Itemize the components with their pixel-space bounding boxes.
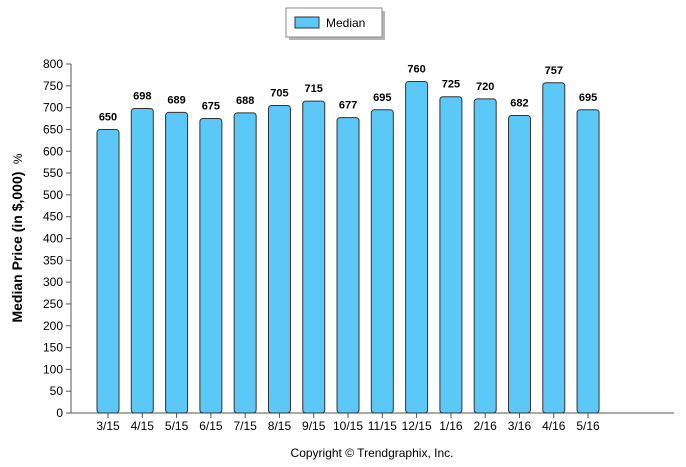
y-tick-label: 150 [43,341,63,355]
y-tick-label: 400 [43,232,63,246]
y-tick-label: 500 [43,188,63,202]
data-label: 677 [339,100,357,112]
x-tick-label: 10/15 [333,419,363,433]
data-label: 688 [236,95,254,107]
bar [473,98,497,414]
data-label: 695 [373,92,391,104]
data-label: 715 [305,83,323,95]
x-tick-label: 2/16 [474,419,498,433]
x-tick-label: 8/15 [268,419,292,433]
plot-area: 0 50 100 150 200 250 300 350 400 450 500 550 600 650 7… [43,57,674,433]
y-tick-label: 350 [43,253,63,267]
bar [96,128,120,414]
bar [165,111,189,414]
y-axis-unit: % [11,153,25,164]
y-tick-label: 550 [43,166,63,180]
bar [336,117,360,414]
x-tick-label: 1/16 [439,419,463,433]
x-tick-label: 7/15 [233,419,257,433]
data-label: 675 [202,101,220,113]
data-label: 757 [545,65,563,77]
y-tick-label: 750 [43,79,63,93]
y-tick-label: 50 [50,384,64,398]
bar [405,80,429,414]
x-tick-label: 5/16 [576,419,600,433]
bar [267,104,291,414]
bar [439,96,463,414]
y-axis-title: Median Price (in $,000) % [9,153,26,322]
x-tick-label: 11/15 [368,419,397,433]
y-tick-label: 200 [43,319,63,333]
y-tick-label: 450 [43,210,63,224]
copyright-credit: Copyright © Trendgraphix, Inc. [291,446,454,460]
y-tick-label: 0 [56,406,63,420]
bar [507,114,531,414]
legend: Median [285,7,385,40]
x-tick-label: 4/15 [131,419,155,433]
data-label: 698 [133,90,151,102]
data-label: 695 [579,92,597,104]
data-label: 725 [442,79,460,91]
data-label: 650 [99,111,117,123]
data-label: 720 [476,81,494,93]
y-tick-label: 700 [43,101,63,115]
x-tick-label: 6/15 [199,419,223,433]
x-tick-label: 3/15 [96,419,120,433]
data-label: 760 [407,63,425,75]
bar [302,100,326,414]
data-label: 682 [510,97,528,109]
bar [130,107,154,414]
y-axis-label: Median Price (in $,000) [9,172,25,323]
y-tick-label: 100 [43,362,63,376]
y-tick-label: 600 [43,144,63,158]
data-label: 689 [167,94,185,106]
legend-label: Median [326,16,365,30]
legend-swatch [294,16,320,29]
x-tick-label: 3/16 [508,419,532,433]
data-label: 705 [270,87,288,99]
x-tick-label: 9/15 [302,419,326,433]
y-tick-label: 800 [43,57,63,71]
x-tick-label: 4/16 [542,419,566,433]
svg-text:Median Price (in $,000): Median Price (in $,000) % [9,153,26,322]
y-tick-label: 250 [43,297,63,311]
x-tick-label: 12/15 [402,419,432,433]
y-tick-label: 300 [43,275,63,289]
y-tick-label: 650 [43,122,63,136]
bar [199,118,223,414]
bar [370,109,394,414]
bar [233,112,257,414]
bar [576,109,600,414]
bar [542,82,566,414]
x-tick-label: 5/15 [165,419,189,433]
